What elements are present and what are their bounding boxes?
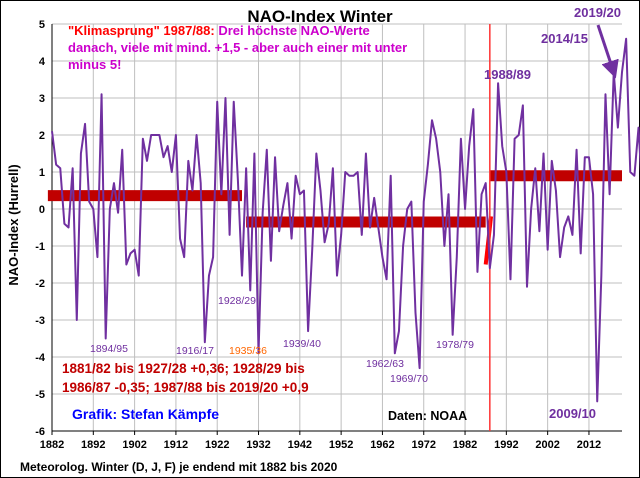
annotation-1916: 1916/17 bbox=[176, 345, 214, 357]
y-axis-label: NAO-Index (Hurrell) bbox=[6, 164, 21, 285]
x-tick-label: 1972 bbox=[411, 439, 435, 451]
annotation-1935: 1935/36 bbox=[229, 345, 267, 357]
x-tick-label: 1982 bbox=[453, 439, 477, 451]
x-tick-label: 1952 bbox=[329, 439, 353, 451]
x-tick-label: 1922 bbox=[205, 439, 229, 451]
chart-title: NAO-Index Winter bbox=[247, 7, 393, 26]
x-tick-label: 1932 bbox=[246, 439, 270, 451]
x-tick-label: 1962 bbox=[370, 439, 394, 451]
x-tick-label: 1902 bbox=[122, 439, 146, 451]
y-axis-ticks: 5 4 3 2 1 0 -1 -2 -3 -4 -5 -6 bbox=[35, 19, 46, 438]
y-tick-label: 1 bbox=[39, 167, 45, 179]
x-tick-label: 2012 bbox=[577, 439, 601, 451]
y-tick-label: -5 bbox=[35, 389, 45, 401]
note-head: "Klimasprung" 1987/88: bbox=[68, 23, 215, 38]
y-tick-label: -4 bbox=[35, 352, 46, 364]
x-tick-label: 1992 bbox=[494, 439, 518, 451]
x-axis-label: Meteorolog. Winter (D, J, F) je endend m… bbox=[20, 460, 338, 474]
x-tick-label: 1892 bbox=[81, 439, 105, 451]
climate-jump-note: "Klimasprung" 1987/88: Drei höchste NAO-… bbox=[68, 22, 413, 73]
period-means-note: 1881/82 bis 1927/28 +0,36; 1928/29 bis 1… bbox=[62, 359, 309, 397]
annotation-2019: 2019/20 bbox=[574, 5, 621, 20]
means-line-2: 1986/87 -0,35; 1987/88 bis 2019/20 +0,9 bbox=[62, 380, 309, 395]
nao-series-line bbox=[51, 37, 640, 403]
annotation-2009: 2009/10 bbox=[549, 406, 596, 421]
annotation-1939: 1939/40 bbox=[283, 338, 321, 350]
x-tick-label: 2002 bbox=[535, 439, 559, 451]
y-tick-label: -1 bbox=[35, 241, 45, 253]
annotation-1988: 1988/89 bbox=[484, 67, 531, 82]
y-tick-label: -2 bbox=[35, 278, 45, 290]
x-tick-label: 1942 bbox=[288, 439, 312, 451]
x-tick-label: 1912 bbox=[164, 439, 188, 451]
annotation-2014: 2014/15 bbox=[541, 31, 588, 46]
annotation-1928: 1928/29 bbox=[218, 295, 256, 307]
y-tick-label: -3 bbox=[35, 315, 45, 327]
annotation-arrows bbox=[596, 24, 619, 79]
x-axis-ticks: 1882 1892 1902 1912 1922 1932 1942 1952 1962 1972… bbox=[40, 431, 601, 451]
note-rest: Drei höchste NAO-Werte danach, viele mit… bbox=[68, 23, 408, 72]
annotation-1978: 1978/79 bbox=[436, 339, 474, 351]
arrow-2019 bbox=[596, 24, 619, 79]
y-tick-label: -6 bbox=[35, 426, 45, 438]
y-tick-label: 2 bbox=[39, 130, 45, 142]
annotation-1894: 1894/95 bbox=[90, 343, 128, 355]
y-tick-label: 3 bbox=[39, 93, 45, 105]
y-tick-label: 5 bbox=[39, 19, 45, 31]
means-line-1: 1881/82 bis 1927/28 +0,36; 1928/29 bis bbox=[62, 361, 305, 376]
x-tick-label: 1882 bbox=[40, 439, 64, 451]
annotation-1969: 1969/70 bbox=[390, 373, 428, 385]
annotation-1962: 1962/63 bbox=[366, 358, 404, 370]
y-tick-label: 4 bbox=[39, 56, 46, 68]
credit: Grafik: Stefan Kämpfe bbox=[72, 406, 220, 422]
data-source: Daten: NOAA bbox=[388, 409, 468, 423]
y-tick-label: 0 bbox=[39, 204, 45, 216]
